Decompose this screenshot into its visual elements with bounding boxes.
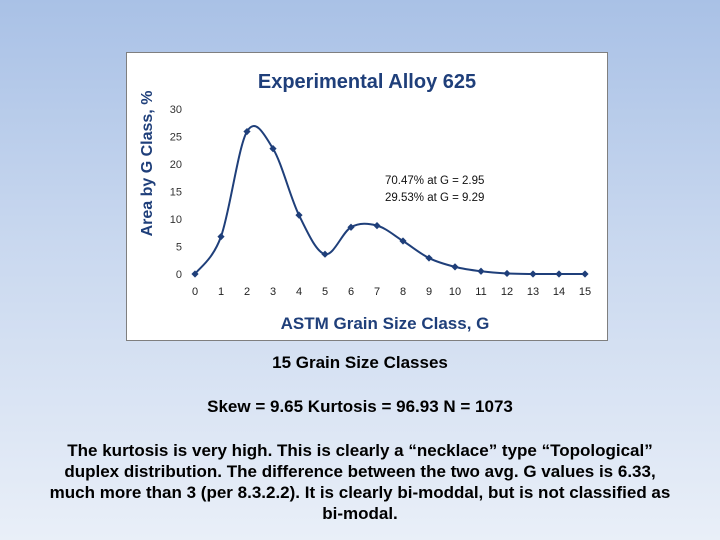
y-tick-label: 15: [170, 187, 182, 199]
y-tick-label: 25: [170, 132, 182, 144]
data-point: [347, 223, 355, 231]
data-point: [321, 250, 329, 258]
y-tick-label: 10: [170, 214, 182, 226]
annotation-box: [380, 170, 520, 207]
data-point: [243, 127, 251, 136]
x-tick-label: 3: [270, 286, 276, 298]
data-point: [295, 211, 303, 219]
y-tick-label: 20: [170, 159, 182, 171]
y-axis-label: Area by G Class, %: [139, 91, 156, 237]
chart-svg: Experimental Alloy 625 Area by G Class, %…: [139, 71, 591, 333]
data-point: [555, 270, 563, 278]
y-tick-label: 30: [170, 104, 182, 116]
data-point: [581, 270, 589, 278]
x-tick-label: 13: [527, 286, 539, 298]
x-tick-label: 15: [579, 286, 591, 298]
data-point: [399, 237, 407, 245]
x-tick-label: 6: [348, 286, 354, 298]
kurtosis-note: The kurtosis is very high. This is clear…: [49, 441, 671, 523]
x-tick-label: 4: [296, 286, 302, 298]
data-point: [217, 233, 225, 241]
annotation-text: 29.53% at G = 9.29: [385, 192, 484, 204]
data-point: [477, 267, 485, 275]
x-tick-label: 7: [374, 286, 380, 298]
x-tick-label: 5: [322, 286, 328, 298]
x-tick-label: 14: [553, 286, 565, 298]
x-tick-label: 8: [400, 286, 406, 298]
data-point: [529, 270, 537, 278]
data-point: [425, 254, 433, 262]
data-point: [191, 270, 199, 278]
y-tick-label: 0: [176, 269, 182, 281]
x-tick-label: 11: [475, 286, 486, 298]
data-point: [503, 269, 511, 278]
chart-title: Experimental Alloy 625: [258, 71, 476, 93]
x-tick-label: 12: [501, 286, 513, 298]
annotation-text: 70.47% at G = 2.95: [385, 175, 484, 187]
grain-classes-caption: 15 Grain Size Classes: [272, 353, 448, 372]
x-tick-label: 9: [426, 286, 432, 298]
x-tick-label: 1: [218, 286, 224, 298]
x-axis-label: ASTM Grain Size Class, G: [281, 314, 490, 333]
x-tick-label: 0: [192, 286, 198, 298]
data-point: [451, 263, 459, 271]
stats-caption: Skew = 9.65 Kurtosis = 96.93 N = 1073: [207, 397, 513, 416]
y-tick-label: 5: [176, 242, 182, 254]
x-tick-label: 10: [449, 286, 461, 298]
series-line: [194, 125, 585, 276]
data-point: [269, 145, 277, 153]
data-point: [373, 222, 381, 230]
chart-frame: Experimental Alloy 625 Area by G Class, %…: [126, 52, 608, 341]
x-tick-label: 2: [244, 286, 250, 298]
